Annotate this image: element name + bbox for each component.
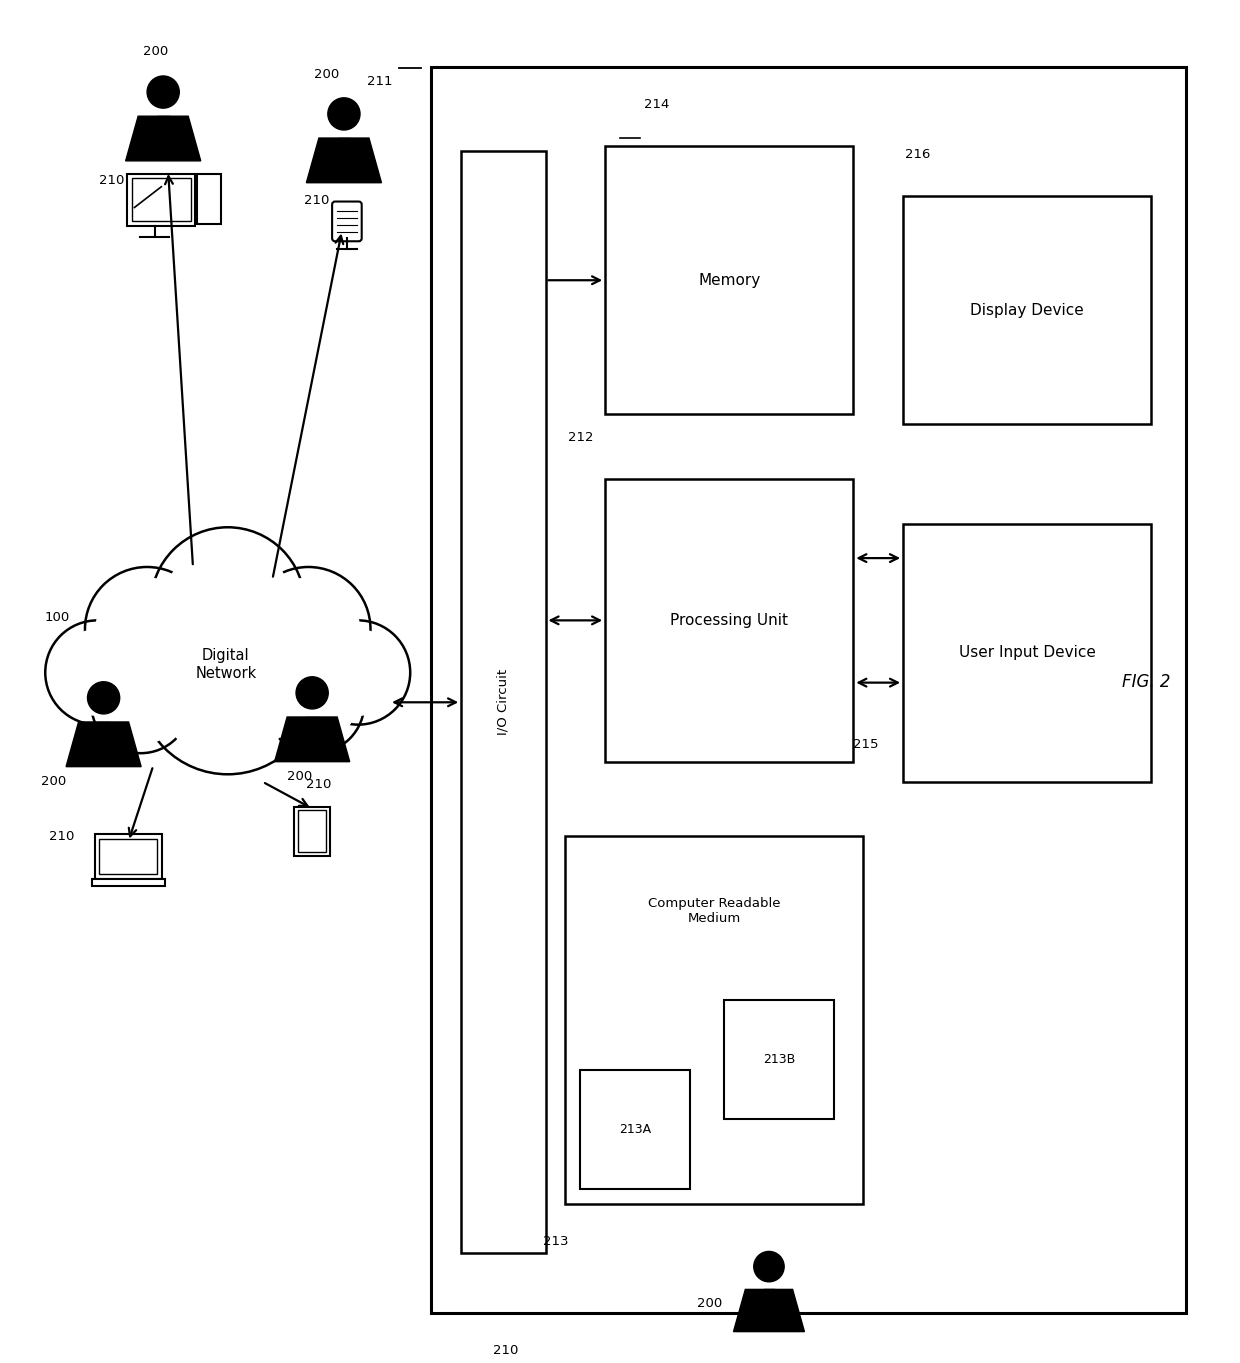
Circle shape <box>139 596 317 774</box>
Circle shape <box>97 578 198 680</box>
Polygon shape <box>125 116 201 161</box>
Bar <box>580 1070 689 1189</box>
Text: FIG. 2: FIG. 2 <box>1122 673 1171 691</box>
FancyBboxPatch shape <box>332 202 362 241</box>
Circle shape <box>165 541 291 668</box>
Circle shape <box>754 1251 784 1281</box>
Text: 210: 210 <box>99 174 124 188</box>
Text: 210: 210 <box>304 195 330 207</box>
Text: 210: 210 <box>306 778 331 791</box>
Circle shape <box>327 98 360 129</box>
Circle shape <box>128 598 241 710</box>
Bar <box>197 173 221 224</box>
Text: User Input Device: User Input Device <box>959 645 1096 660</box>
Circle shape <box>203 586 340 722</box>
Text: Display Device: Display Device <box>970 303 1084 318</box>
Circle shape <box>86 567 210 691</box>
Text: 216: 216 <box>905 147 930 161</box>
Text: Digital
Network: Digital Network <box>195 649 257 680</box>
Circle shape <box>88 682 120 714</box>
Text: 210: 210 <box>494 1344 518 1358</box>
Text: Processing Unit: Processing Unit <box>671 613 789 628</box>
Text: 210: 210 <box>50 830 74 842</box>
Polygon shape <box>274 717 350 762</box>
Text: 200: 200 <box>144 45 169 59</box>
Text: 200: 200 <box>314 68 340 82</box>
Circle shape <box>151 527 305 682</box>
Circle shape <box>296 677 329 709</box>
Bar <box>605 146 853 414</box>
Text: Computer Readable
Medium: Computer Readable Medium <box>649 897 781 925</box>
Text: 213B: 213B <box>763 1054 795 1066</box>
Text: 215: 215 <box>853 737 878 751</box>
Text: 212: 212 <box>568 431 593 443</box>
Circle shape <box>315 630 401 716</box>
Circle shape <box>117 586 253 722</box>
Circle shape <box>55 630 140 716</box>
Bar <box>903 196 1151 424</box>
Circle shape <box>216 598 327 710</box>
Bar <box>724 1000 833 1119</box>
Circle shape <box>247 567 371 691</box>
Bar <box>95 834 162 879</box>
Text: 200: 200 <box>41 776 66 788</box>
Circle shape <box>258 578 360 680</box>
Bar <box>605 478 853 762</box>
Text: I/O Circuit: I/O Circuit <box>497 669 510 736</box>
Circle shape <box>306 620 410 725</box>
Bar <box>565 837 863 1204</box>
Circle shape <box>92 654 191 754</box>
Circle shape <box>148 76 180 108</box>
Bar <box>99 838 157 875</box>
Bar <box>294 807 330 856</box>
Text: 200: 200 <box>288 770 312 784</box>
Polygon shape <box>306 138 382 183</box>
Text: 200: 200 <box>697 1296 723 1310</box>
Bar <box>461 151 546 1254</box>
Text: 213: 213 <box>543 1235 568 1249</box>
Bar <box>128 173 196 226</box>
Text: 211: 211 <box>367 75 392 89</box>
Text: 100: 100 <box>45 612 69 624</box>
Bar <box>92 879 165 886</box>
Circle shape <box>45 620 150 725</box>
Text: Memory: Memory <box>698 273 760 288</box>
Circle shape <box>100 662 181 744</box>
Text: 214: 214 <box>644 98 670 110</box>
Circle shape <box>265 654 365 754</box>
Bar <box>298 811 326 852</box>
Circle shape <box>274 662 356 744</box>
Bar <box>903 523 1151 782</box>
Text: 213A: 213A <box>619 1123 651 1135</box>
Bar <box>133 179 191 221</box>
Polygon shape <box>734 1289 805 1332</box>
Circle shape <box>155 612 301 758</box>
Polygon shape <box>66 722 141 766</box>
Bar <box>432 67 1185 1313</box>
